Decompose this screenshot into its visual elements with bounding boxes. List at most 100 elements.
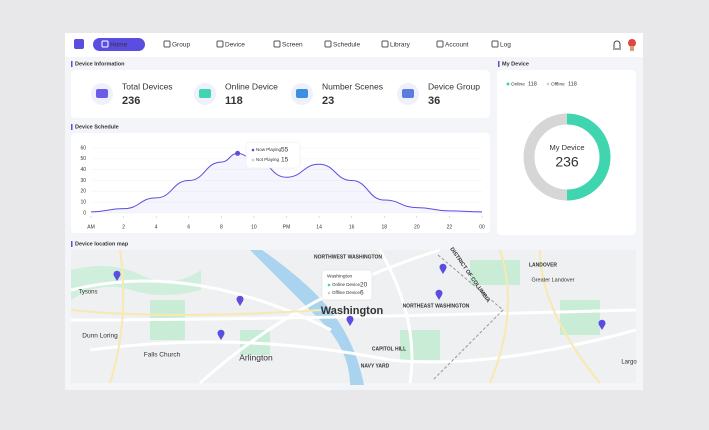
map-label: CAPITOL HILL [372,346,406,352]
nav-icon [491,40,499,48]
map-label: Arlington [239,352,273,362]
tooltip-dot [251,158,255,162]
map-label: Falls Church [144,352,181,359]
border [432,254,504,381]
legend-dot [506,82,510,86]
map-pin[interactable] [435,289,443,300]
stat-value: 236 [122,95,140,107]
map-pin[interactable] [598,319,606,330]
nav-item[interactable]: Library [390,42,411,49]
map-pin[interactable] [113,270,121,281]
bell-icon[interactable] [613,40,621,50]
schedule-card [71,133,490,233]
map-pin[interactable] [236,295,244,306]
x-tick-label: AM [87,224,95,230]
x-tick-label: 22 [447,224,453,230]
y-tick-label: 20 [80,189,86,195]
map-pin[interactable] [217,329,225,340]
map-label: LANDOVER [529,262,557,268]
nav-item[interactable]: Home [110,42,128,49]
map-label: NORTHEAST WASHINGTON [403,303,470,309]
stat-icon [296,89,308,98]
donut-segment [523,113,611,201]
map-tooltip-label: Offline Device [332,290,360,295]
map-pin[interactable] [346,315,354,326]
tooltip-value: 15 [281,157,289,164]
nav-icon [216,40,224,48]
stat-icon [96,89,108,98]
my-device-card [497,70,636,235]
map-tooltip [321,269,373,301]
nav-item[interactable]: Screen [282,42,303,49]
x-tick-label: 6 [187,224,190,230]
x-tick-label: 14 [316,224,322,230]
nav-icon [381,40,389,48]
x-tick-label: PM [283,224,291,230]
legend-label: Online [511,81,525,87]
map-tooltip-dot [327,283,331,287]
river [250,250,364,385]
map-label: Dunn Loring [82,333,118,340]
nav-item[interactable]: Device [225,42,245,49]
nav-item[interactable]: Schedule [333,42,360,49]
legend-dot [546,82,550,86]
avatar[interactable] [628,39,636,47]
map-tooltip-value: 20 [360,282,368,289]
stat-icon [402,89,414,98]
nav-item[interactable]: Log [500,42,511,49]
legend-value: 118 [528,81,537,87]
y-tick-label: 60 [80,145,86,151]
x-tick-label: 18 [381,224,387,230]
nav-item[interactable]: Account [445,42,469,49]
section-title: Device Information [75,61,125,67]
stat-label: Number Scenes [322,81,383,91]
y-tick-label: 30 [80,178,86,184]
section-marker [498,61,500,67]
stat-label: Total Devices [122,81,173,91]
x-tick-label: 16 [349,224,355,230]
donut-label: My Device [549,143,584,152]
highway [70,249,601,384]
map-label: NORTHWEST WASHINGTON [314,254,382,260]
map-label: Greater Landover [531,277,574,283]
legend-value: 118 [568,81,577,87]
highlight-point [235,150,241,156]
stat-label: Online Device [225,81,278,91]
y-tick-label: 0 [83,210,86,216]
avatar-body [630,46,634,51]
tooltip-value: 55 [281,147,289,154]
x-tick-label: 20 [414,224,420,230]
y-tick-label: 50 [80,156,86,162]
tooltip-dot [251,148,255,152]
map-label: Tysons [78,290,97,296]
y-tick-label: 10 [80,199,86,205]
nav-item[interactable]: Group [172,42,190,49]
map-pin[interactable] [439,263,447,274]
map-tooltip-title: Washington [327,273,352,279]
stat-value: 23 [322,95,334,107]
nav-icon [163,40,171,48]
tooltip-label: Not Playing [256,157,280,162]
map-label: Washington [321,305,384,317]
nav-icon [101,40,109,48]
legend-label: Offline [551,81,565,87]
logo [74,39,84,49]
park [71,266,201,300]
x-tick-label: 8 [220,224,223,230]
section-title: My Device [502,61,529,67]
map-label: NAVY YARD [361,363,390,369]
y-tick-label: 40 [80,167,86,173]
nav-icon [324,40,332,48]
x-tick-label: 2 [122,224,125,230]
section-marker [71,124,73,130]
stat-label: Device Group [428,81,480,91]
map-art [70,248,637,385]
nav-bar [65,33,643,57]
section-title: Device location map [75,241,129,247]
stat-value: 36 [428,95,440,107]
x-tick-label: 00 [479,224,485,230]
info-card [71,70,490,118]
x-tick-label: 10 [251,224,257,230]
section-marker [71,61,73,67]
